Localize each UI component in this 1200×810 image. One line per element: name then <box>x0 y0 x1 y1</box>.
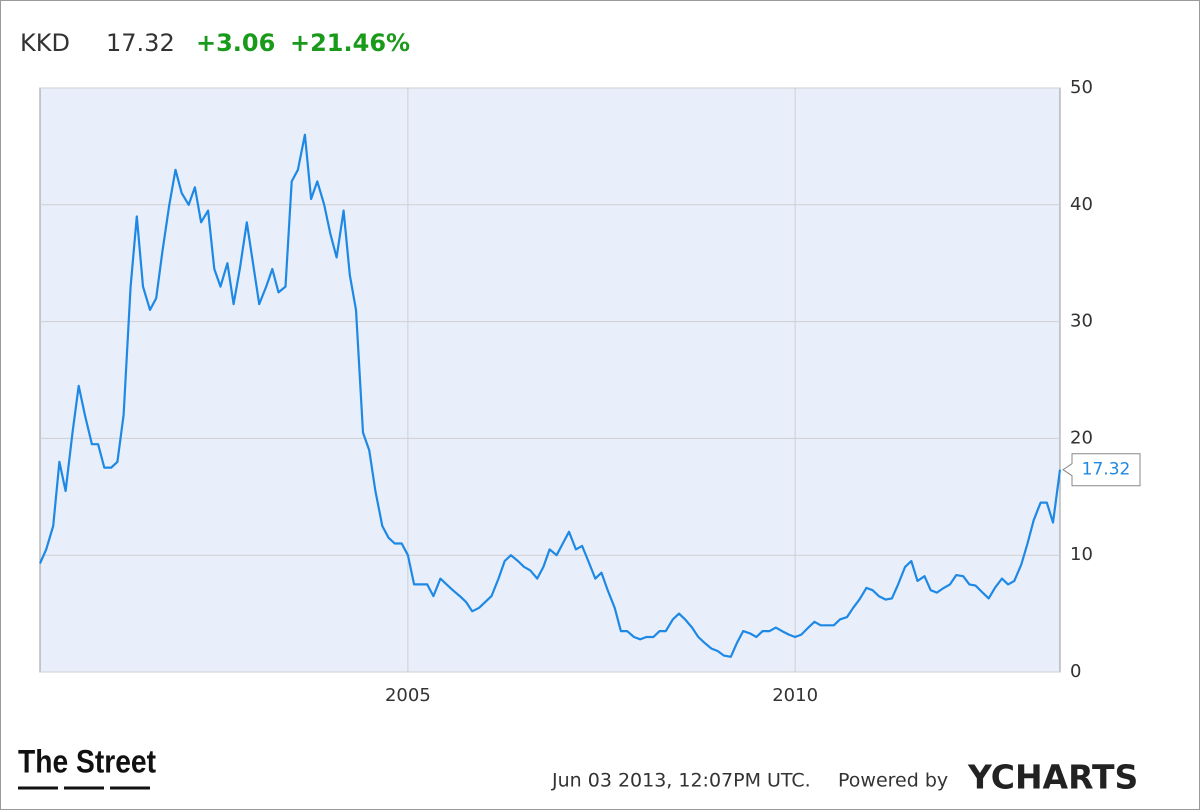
y-tick-label: 30 <box>1070 311 1093 332</box>
timestamp: Jun 03 2013, 12:07PM UTC. <box>551 770 811 792</box>
symbol: KKD <box>20 29 70 57</box>
price: 17.32 <box>106 29 175 57</box>
last-value-label: 17.32 <box>1082 460 1131 480</box>
x-tick-label: 2005 <box>385 685 431 706</box>
brand: YCHARTS <box>967 758 1138 797</box>
change-pct: +21.46% <box>290 29 410 57</box>
y-tick-label: 0 <box>1070 661 1081 682</box>
y-tick-label: 10 <box>1070 544 1093 565</box>
y-tick-label: 50 <box>1070 77 1093 98</box>
change: +3.06 <box>196 29 275 57</box>
price-line <box>38 133 1062 658</box>
x-tick-label: 2010 <box>772 685 818 706</box>
y-tick-label: 40 <box>1070 194 1093 215</box>
powered-by: Powered by <box>838 770 948 792</box>
plot-area <box>39 87 1061 673</box>
last-callout <box>1062 453 1141 487</box>
y-tick-label: 20 <box>1070 427 1093 448</box>
logo: The Street <box>18 743 156 779</box>
